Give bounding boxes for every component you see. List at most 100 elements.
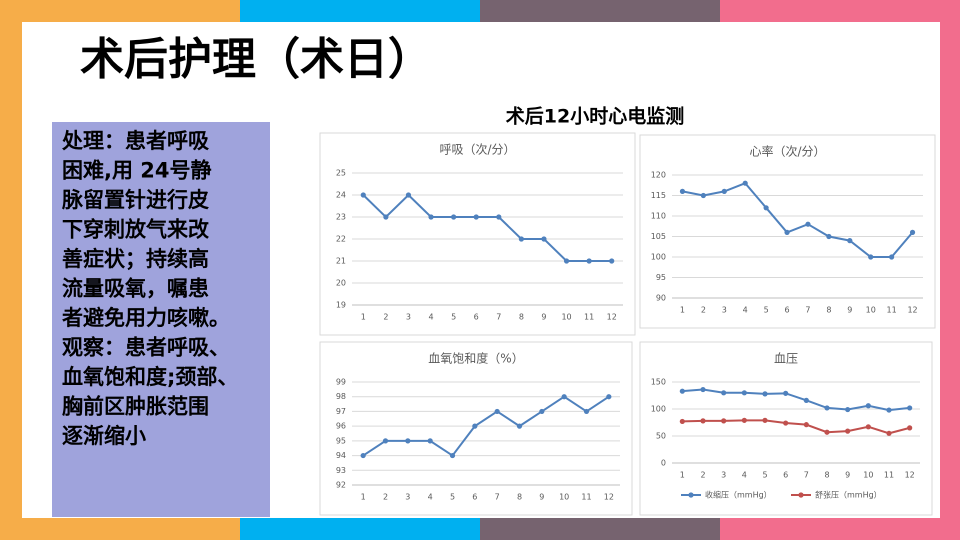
point [360,192,366,198]
point [805,221,811,227]
point [847,238,853,244]
x-tick-label: 3 [722,306,727,315]
text-line: 困难,用 24号静 [62,159,212,183]
point [518,236,524,242]
point [541,236,547,242]
x-tick-label: 3 [721,471,726,480]
text-line: 者避免用力咳嗽。 [62,306,230,330]
point [803,397,809,403]
x-tick-label: 5 [450,493,455,502]
point [451,214,457,220]
x-tick-label: 2 [700,471,705,480]
point [405,192,412,198]
point [700,418,706,424]
legend-label: 舒张压（mmHg） [815,490,882,500]
point [473,214,479,220]
chart-frame [319,341,633,516]
point [783,390,789,396]
y-tick-label: 22 [336,235,346,244]
y-tick-label: 99 [336,378,346,387]
x-tick-label: 4 [742,471,747,480]
y-tick-label: 92 [336,481,346,490]
x-tick-label: 7 [495,493,500,502]
point [563,258,570,264]
x-tick-label: 8 [519,313,524,322]
y-tick-label: 100 [651,253,666,262]
chart-title: 血氧饱和度（%） [428,351,523,366]
x-tick-label: 1 [361,313,366,322]
point [824,429,830,435]
x-tick-label: 6 [784,306,789,315]
point [742,180,748,186]
line [362,395,610,457]
x-tick-label: 11 [884,471,894,480]
point [868,254,874,260]
point [360,452,366,459]
point [886,407,892,413]
x-tick-label: 7 [496,313,501,322]
x-tick-label: 2 [701,306,706,315]
band [240,0,480,22]
point [783,420,789,426]
chart-title: 呼吸（次/分） [439,143,515,157]
point [700,192,706,199]
band [480,518,720,540]
point [721,418,727,424]
y-tick-label: 24 [336,191,346,200]
point [721,390,727,396]
point [405,438,411,444]
band [720,0,960,22]
text-box [52,122,270,517]
x-tick-label: 3 [406,313,411,322]
point [583,408,590,415]
text-line: 下穿刺放气来改 [62,218,210,242]
chart-frame [319,132,636,336]
x-tick-label: 9 [845,471,850,480]
text-line: 善症状；持续高 [62,247,209,271]
x-tick-label: 1 [680,306,685,315]
text-line: 流量吸氧，嘱患 [62,277,209,301]
x-tick-label: 4 [428,493,433,502]
point [427,438,433,444]
chart-frame [639,341,933,516]
point [763,205,769,211]
point [886,430,892,436]
point [516,423,523,429]
band [0,0,240,22]
point [586,258,592,264]
x-tick-label: 2 [383,313,388,322]
band [0,518,240,540]
y-tick-label: 19 [336,301,346,310]
y-tick-label: 100 [651,405,666,414]
y-tick-label: 95 [656,273,666,282]
x-tick-label: 4 [428,313,433,322]
x-tick-label: 12 [607,313,617,322]
point [606,394,612,400]
y-tick-label: 96 [336,422,346,431]
x-tick-label: 1 [361,493,366,502]
x-tick-label: 3 [405,493,410,502]
chart-title: 心率（次/分） [749,144,825,159]
x-tick-label: 11 [581,493,591,502]
point [845,428,851,434]
x-tick-label: 8 [826,306,831,315]
y-tick-label: 90 [656,294,666,303]
chart-title: 血压 [774,352,798,366]
point [865,403,871,409]
point [741,390,747,396]
text-line: 脉留置针进行皮 [61,188,209,212]
y-tick-label: 0 [661,459,666,468]
point [679,388,685,394]
y-tick-label: 93 [336,466,346,475]
y-tick-label: 120 [651,171,666,180]
x-tick-label: 6 [783,471,788,480]
x-tick-label: 5 [764,306,769,315]
legend-label: 收缩压（mmHg） [705,490,772,500]
point [679,188,686,194]
point [494,408,500,415]
point [700,386,706,393]
y-tick-label: 20 [336,279,346,288]
text-line: 血氧饱和度;颈部、 [62,365,238,389]
text-line: 逐渐缩小 [62,424,146,448]
